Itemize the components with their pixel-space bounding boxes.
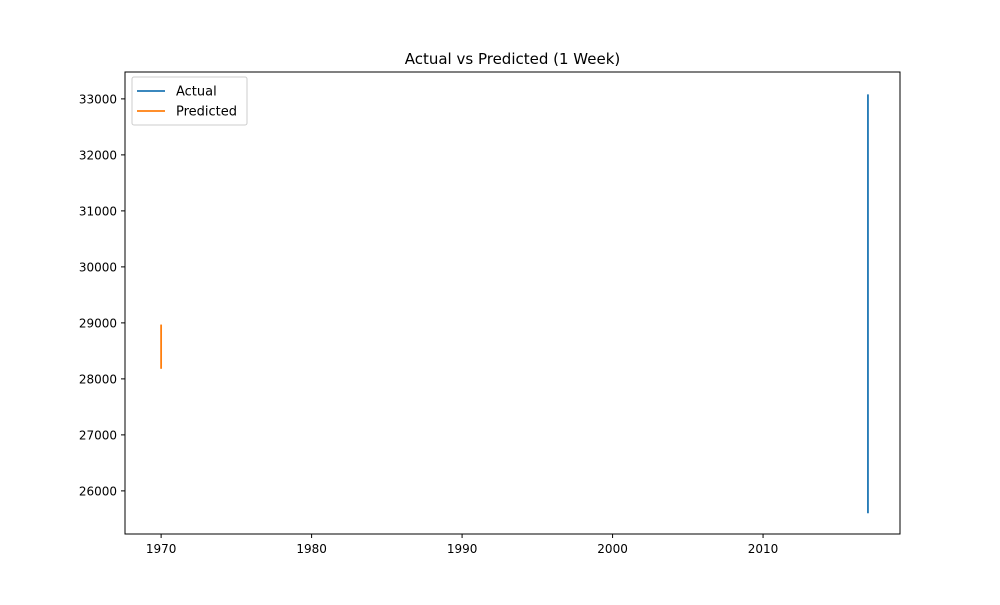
- chart-title: Actual vs Predicted (1 Week): [405, 50, 621, 68]
- legend-box: [131, 76, 248, 126]
- y-tick-label: 33000: [79, 92, 117, 106]
- legend-label-actual: Actual: [176, 85, 217, 100]
- y-tick-label: 30000: [79, 260, 117, 274]
- x-tick-label: 2000: [597, 542, 628, 556]
- x-tick-label: 1970: [146, 542, 177, 556]
- y-tick-label: 29000: [79, 316, 117, 330]
- x-tick-label: 2010: [748, 542, 779, 556]
- y-tick-label: 31000: [79, 204, 117, 218]
- y-tick-label: 27000: [79, 428, 117, 442]
- legend-label-predicted: Predicted: [176, 105, 237, 120]
- series-layer: [160, 94, 869, 514]
- x-tick-label: 1990: [447, 542, 478, 556]
- x-tick-label: 1980: [296, 542, 327, 556]
- plot-area-frame: [124, 71, 901, 535]
- y-tick-label: 26000: [79, 484, 117, 498]
- legend: Actual Predicted: [131, 76, 248, 126]
- x-axis: 1970 1980 1990 2000 2010: [146, 534, 778, 556]
- y-tick-label: 32000: [79, 148, 117, 162]
- y-axis: 26000 27000 28000 29000 30000 31000 32000 33000: [79, 92, 125, 498]
- y-tick-label: 28000: [79, 372, 117, 386]
